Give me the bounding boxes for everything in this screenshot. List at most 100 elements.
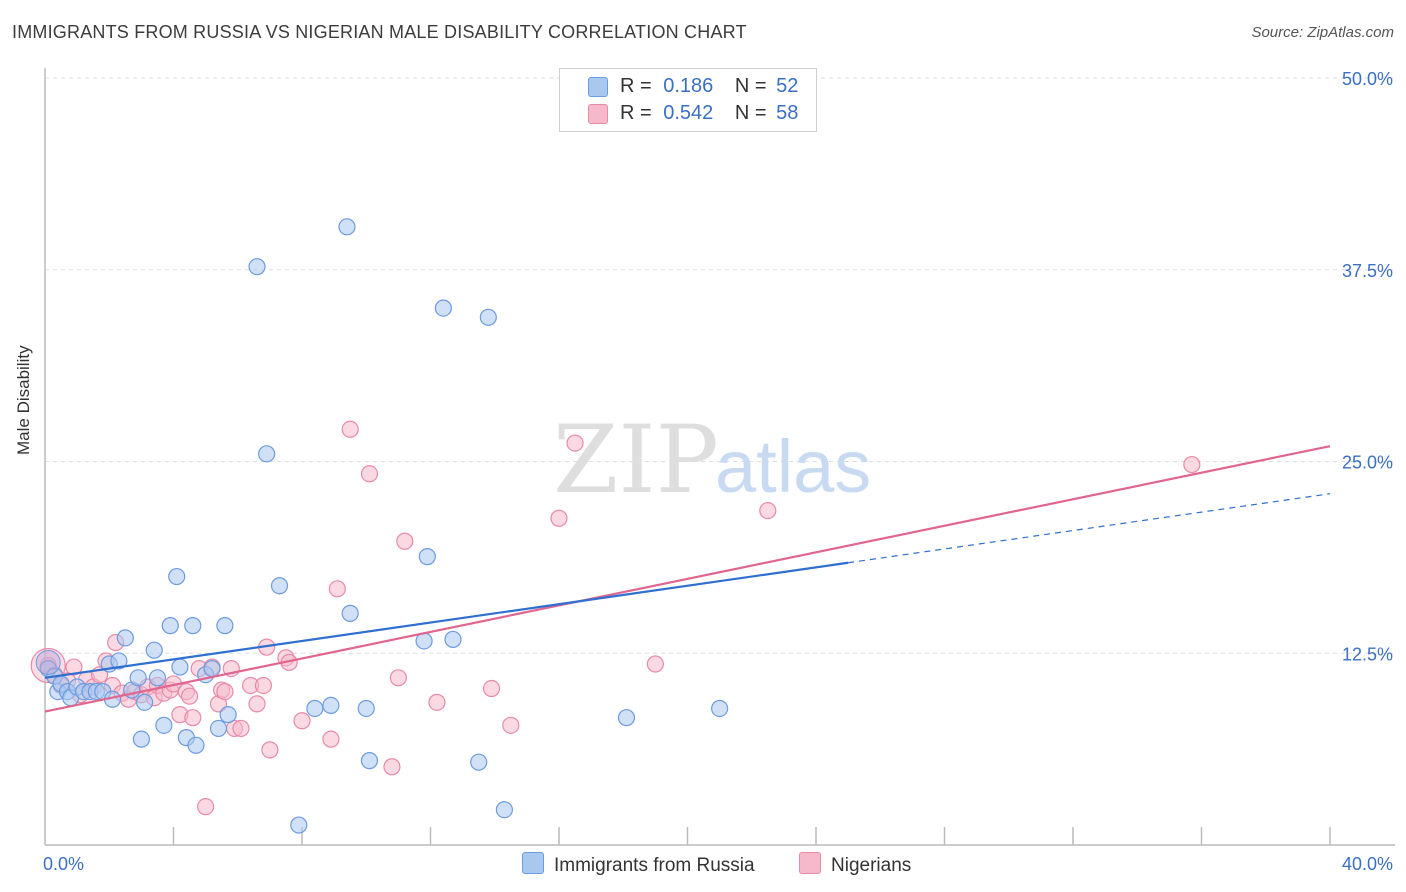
russia-point [145, 641, 163, 659]
russia-point [418, 548, 436, 566]
russia-point [444, 630, 462, 649]
russia-point [116, 629, 134, 647]
legend-n-value: 58 [776, 102, 799, 124]
y-tick-label: 12.5% [1342, 644, 1393, 664]
legend-swatch-russia [588, 77, 608, 97]
nigerians-point [197, 798, 215, 816]
y-tick-label: 50.0% [1342, 69, 1393, 89]
russia-point [360, 752, 379, 770]
russia-point [357, 699, 375, 718]
axis-ticks: 12.5% 25.0% 37.5% 50.0% 0.0% 40.0% [43, 69, 1393, 874]
chart-title: IMMIGRANTS FROM RUSSIA VS NIGERIAN MALE … [12, 22, 747, 42]
russia-points [35, 218, 729, 834]
nigerians-point [1183, 455, 1201, 474]
watermark: ZIP atlas [553, 406, 871, 515]
nigerians-point [248, 695, 266, 713]
russia-point [495, 801, 513, 819]
russia-point [168, 567, 186, 586]
russia-point [338, 218, 356, 236]
russia-point [216, 617, 234, 635]
russia-point [132, 730, 150, 748]
russia-point [258, 445, 276, 463]
nigerians-point [254, 676, 273, 695]
nigerians-point [482, 679, 501, 698]
nigerians-point [322, 730, 340, 748]
russia-point [617, 709, 636, 727]
russia-point [135, 693, 154, 711]
legend-row-nigerians: R = 0.542 N = 58 [620, 102, 798, 125]
bottom-legend-nigerians: Nigerians [799, 852, 911, 877]
nigerians-point [65, 658, 83, 676]
nigerians-point [341, 420, 359, 438]
nigerians-trend-line [44, 445, 1331, 713]
russia-point [248, 258, 266, 276]
x-tick-label: 0.0% [43, 854, 84, 874]
legend-r-value: 0.542 [663, 102, 714, 124]
y-axis-label: Male Disability [14, 345, 33, 455]
legend-n-value: 52 [776, 75, 799, 97]
bottom-legend-russia: Immigrants from Russia [522, 852, 755, 877]
legend-row-russia: R = 0.186 N = 52 [620, 75, 798, 98]
y-tick-label: 25.0% [1342, 453, 1393, 473]
russia-point [155, 716, 173, 734]
trend-lines [44, 445, 1331, 713]
nigerians-point [180, 687, 199, 705]
russia-point [479, 308, 497, 326]
russia-point [219, 706, 237, 724]
nigerians-point [328, 580, 346, 598]
nigerians-point [759, 501, 777, 520]
nigerians-point [216, 682, 234, 701]
russia-point [270, 577, 289, 595]
legend-n-label: N = [734, 75, 767, 97]
nigerians-point [428, 693, 446, 711]
source-label: Source: ZipAtlas.com [1251, 24, 1394, 41]
russia-point [203, 659, 221, 678]
russia-point [187, 736, 205, 754]
russia-point [171, 658, 189, 676]
axes [44, 68, 1395, 846]
russia-point [341, 604, 359, 622]
russia-point [209, 719, 228, 738]
nigerians-point [646, 655, 664, 673]
russia-point [129, 669, 147, 687]
nigerians-point [566, 434, 584, 452]
watermark-atlas: atlas [715, 425, 871, 508]
x-tick-label: 40.0% [1342, 854, 1393, 874]
nigerians-point [389, 669, 407, 687]
russia-trend-extension [848, 493, 1331, 564]
stats-legend: R = 0.186 N = 52 R = 0.542 N = 58 [559, 68, 817, 132]
nigerians-point [502, 716, 520, 734]
nigerians-point [184, 709, 202, 727]
legend-n-label: N = [734, 102, 767, 124]
nigerians-point [261, 741, 279, 759]
legend-r-label: R = [620, 102, 652, 124]
bottom-legend-swatch-nigerians [799, 852, 821, 874]
russia-trend-line [44, 561, 849, 679]
grid-lines [45, 77, 1395, 654]
bottom-legend-label-nigerians: Nigerians [831, 855, 912, 876]
russia-point-large [35, 649, 61, 675]
russia-point [290, 816, 308, 834]
y-tick-label: 37.5% [1342, 261, 1393, 281]
legend-r-label: R = [620, 75, 652, 97]
russia-point [306, 699, 324, 718]
nigerians-point [396, 532, 414, 550]
russia-point [434, 299, 452, 317]
legend-r-value: 0.186 [663, 75, 714, 97]
nigerians-point [383, 758, 401, 776]
nigerians-point [293, 712, 311, 730]
nigerians-point [232, 719, 250, 738]
russia-point [470, 753, 488, 771]
russia-point [184, 617, 202, 635]
nigerians-point [550, 509, 568, 527]
watermark-zip: ZIP [553, 406, 719, 515]
legend-swatch-nigerians [588, 104, 608, 124]
russia-point [161, 617, 179, 635]
bottom-legend-swatch-russia [522, 852, 544, 874]
nigerians-point [360, 465, 379, 483]
russia-point [322, 696, 340, 715]
russia-point [110, 652, 128, 670]
bottom-legend-label-russia: Immigrants from Russia [554, 855, 755, 876]
russia-point [711, 699, 729, 718]
